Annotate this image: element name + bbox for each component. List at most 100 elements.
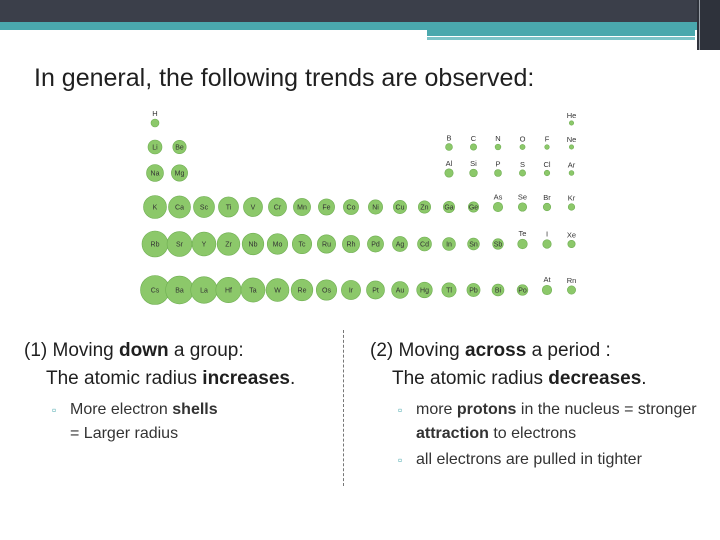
atom-circle-rn — [567, 285, 576, 295]
atom-circle-ga — [442, 200, 456, 214]
atom-circle-cr — [268, 197, 287, 217]
element-symbol: V — [251, 205, 256, 212]
element-symbol: Cl — [543, 160, 550, 169]
element-symbol: Co — [347, 205, 356, 212]
atom-circle-cu — [393, 200, 407, 214]
element-symbol: Si — [470, 159, 477, 168]
element-symbol: Te — [519, 229, 527, 238]
atom-circle-b — [445, 143, 453, 151]
atom-circle-au — [391, 281, 409, 299]
element-symbol: Ar — [568, 161, 576, 170]
element-symbol: Al — [446, 159, 453, 168]
element-symbol: At — [543, 275, 551, 284]
atom-circle-sn — [467, 237, 480, 251]
right-column: (2) Moving across a period : The atomic … — [370, 340, 710, 472]
atom-circle-mn — [293, 198, 311, 216]
element-symbol: Li — [152, 145, 158, 152]
atom-circle-ge — [467, 201, 480, 213]
column-divider — [343, 330, 344, 486]
element-symbol: Ga — [444, 205, 453, 212]
atom-circle-v — [243, 197, 263, 217]
right-heading: (2) Moving across a period : — [370, 340, 611, 361]
element-symbol: O — [520, 134, 526, 143]
atom-circle-be — [172, 139, 187, 155]
atom-circle-ir — [341, 280, 361, 300]
atom-circle-tl — [441, 282, 457, 298]
element-symbol: Mo — [273, 242, 283, 249]
element-symbol: Br — [543, 193, 551, 202]
atom-circle-w — [265, 278, 290, 302]
atom-circle-ni — [368, 199, 383, 215]
atom-circle-s — [519, 169, 526, 177]
element-symbol: Rn — [567, 276, 577, 285]
element-symbol: Ru — [322, 242, 331, 249]
element-symbol: H — [152, 109, 157, 118]
element-symbol: Ag — [396, 242, 405, 249]
left-column: (1) Moving down a group: The atomic radi… — [24, 340, 344, 446]
atom-circle-na — [146, 164, 164, 182]
atom-circle-ag — [392, 236, 408, 252]
element-symbol: He — [567, 111, 577, 120]
atom-circle-hg — [416, 281, 433, 299]
atom-circle-bi — [491, 283, 505, 297]
atom-circle-fe — [318, 198, 335, 216]
atom-circle-ru — [317, 234, 336, 254]
accent-tab — [427, 30, 695, 36]
right-bullet-2: ▫ all electrons are pulled in tighter — [398, 448, 710, 472]
element-symbol: Sn — [469, 242, 478, 249]
element-symbol: N — [495, 134, 500, 143]
element-symbol: Au — [396, 288, 405, 295]
element-symbol: Re — [298, 288, 307, 295]
atom-circle-mo — [266, 233, 289, 255]
atom-circle-mg — [171, 164, 188, 182]
atom-circle-ar — [568, 170, 575, 176]
element-symbol: Ir — [349, 288, 354, 295]
element-symbol: In — [446, 242, 452, 249]
atom-circle-he — [568, 120, 574, 126]
element-symbol: Rh — [347, 242, 356, 249]
element-symbol: Ca — [175, 205, 184, 212]
element-symbol: S — [520, 160, 525, 169]
element-symbol: Hf — [225, 288, 232, 295]
element-symbol: Tl — [446, 288, 452, 295]
slide-title: In general, the following trends are obs… — [34, 64, 535, 92]
atom-circle-br — [542, 202, 552, 212]
element-symbol: Rb — [151, 242, 160, 249]
atom-circle-ta — [240, 277, 266, 303]
atom-circle-li — [147, 139, 163, 155]
element-symbol: As — [494, 192, 503, 201]
atom-circle-in — [442, 237, 456, 251]
element-symbol: Cd — [420, 242, 429, 249]
element-symbol: Mn — [297, 205, 307, 212]
atom-circle-xe — [567, 239, 576, 249]
element-symbol: La — [200, 288, 208, 295]
element-symbol: Cr — [274, 205, 282, 212]
element-symbol: Se — [518, 193, 527, 202]
atom-circle-cl — [543, 169, 551, 177]
element-symbol: Sb — [494, 242, 503, 249]
bullet-icon: ▫ — [398, 403, 403, 417]
left-heading: (1) Moving down a group: — [24, 340, 244, 361]
element-symbol: Zr — [225, 242, 232, 249]
element-symbol: K — [153, 205, 158, 212]
atom-circle-at — [541, 284, 553, 296]
left-bullet: ▫ More electron shells = Larger radius — [52, 398, 344, 446]
element-symbol: Pt — [372, 288, 379, 295]
atom-circle-c — [470, 143, 477, 151]
atom-circle-al — [444, 168, 454, 178]
element-symbol: Hg — [420, 288, 429, 295]
element-symbol: Ni — [372, 205, 379, 212]
atom-circle-tc — [291, 233, 313, 255]
element-symbol: Y — [202, 242, 207, 249]
atom-circle-ca — [168, 195, 191, 219]
atom-circle-sb — [492, 238, 504, 250]
atom-circle-o — [519, 144, 526, 150]
element-symbol: Cu — [396, 205, 405, 212]
element-symbol: C — [471, 134, 477, 143]
atom-circle-k — [143, 195, 167, 219]
atom-circle-i — [542, 239, 552, 249]
element-symbol: Na — [151, 171, 160, 178]
atom-circle-n — [494, 143, 502, 151]
element-symbol: P — [495, 159, 500, 168]
atom-circle-zr — [216, 232, 241, 256]
